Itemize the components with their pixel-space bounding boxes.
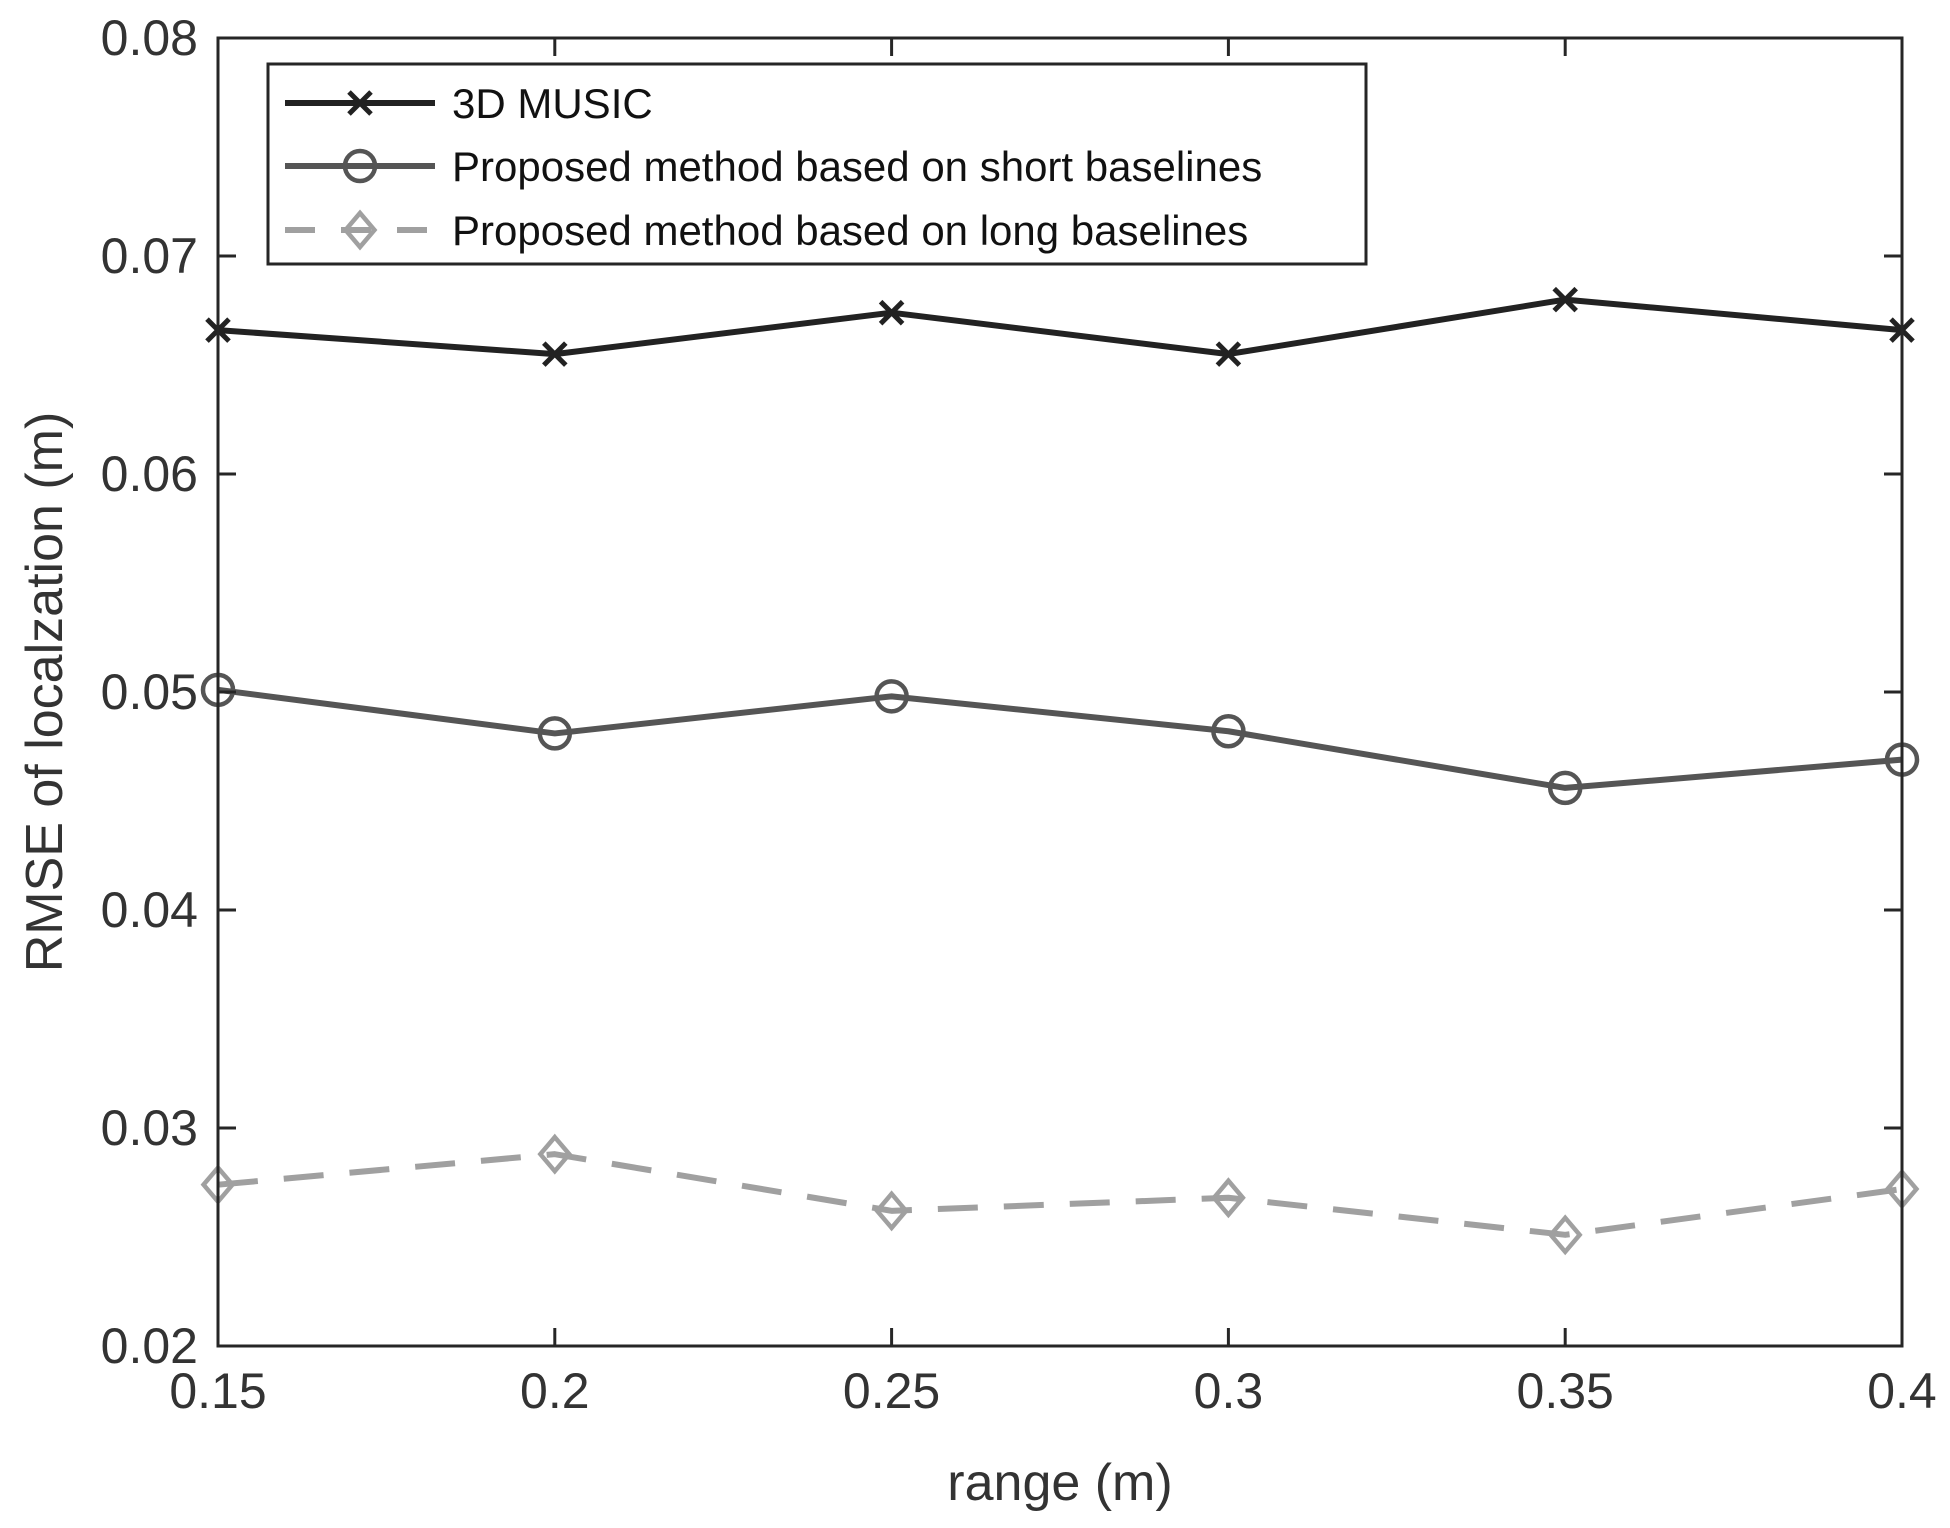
legend-label: 3D MUSIC [452,80,653,127]
data-point [537,1133,573,1175]
x-tick-label: 0.35 [1517,1363,1614,1419]
legend-item-2: Proposed method based on short baselines [285,143,1262,190]
data-point [542,341,568,367]
y-tick-label: 0.02 [101,1318,198,1374]
data-point [874,1190,910,1232]
data-point [1547,1214,1583,1256]
data-point [1211,713,1246,749]
data-point [1552,286,1578,313]
legend: 3D MUSIC Proposed method based on short b… [266,62,1368,266]
data-point [1210,1177,1246,1219]
data-point [878,299,905,326]
legend-item-3: Proposed method based on long baselines [285,207,1248,254]
y-tick-label: 0.08 [101,10,198,66]
y-tick-label: 0.07 [101,228,198,284]
legend-label: Proposed method based on short baselines [452,143,1262,190]
x-tick-label: 0.3 [1194,1363,1264,1419]
legend-marker [342,209,378,251]
x-tick-label: 0.25 [843,1363,940,1419]
y-axis-title: RMSE of localzation (m) [16,412,74,973]
y-tick-label: 0.04 [101,882,198,938]
legend-label: Proposed method based on long baselines [452,207,1248,254]
x-axis-title: range (m) [947,1454,1172,1512]
data-point [1215,341,1242,367]
series-1 [205,286,1915,367]
legend-items: 3D MUSIC Proposed method based on short b… [285,80,1262,254]
y-tick-label: 0.03 [101,1100,198,1156]
data-point [874,679,909,714]
y-tick-label: 0.06 [101,446,198,502]
legend-item-1: 3D MUSIC [285,80,653,127]
series-line [217,686,1903,791]
x-marker-stroke [542,341,568,367]
tick-layer: 0.15 0.2 0.25 0.3 0.35 0.4 0.02 0.03 0.04 0.05 0.0… [101,10,1937,1419]
legend-marker [347,90,373,116]
x-marker-stroke [1215,341,1242,367]
series-line [217,296,1903,358]
x-tick-label: 0.15 [169,1363,266,1419]
x-tick-label: 0.2 [520,1363,590,1419]
data-point [537,716,573,751]
x-marker-stroke [347,90,373,116]
y-tick-label: 0.05 [101,664,198,720]
data-point [1547,770,1583,806]
series-layer [200,286,1920,1256]
legend-box [266,62,1368,266]
legend-marker [342,148,378,184]
x-tick-label: 0.4 [1867,1363,1937,1419]
x-marker-stroke [1552,286,1578,313]
x-marker-stroke [878,299,905,326]
series-line [217,1151,1903,1238]
